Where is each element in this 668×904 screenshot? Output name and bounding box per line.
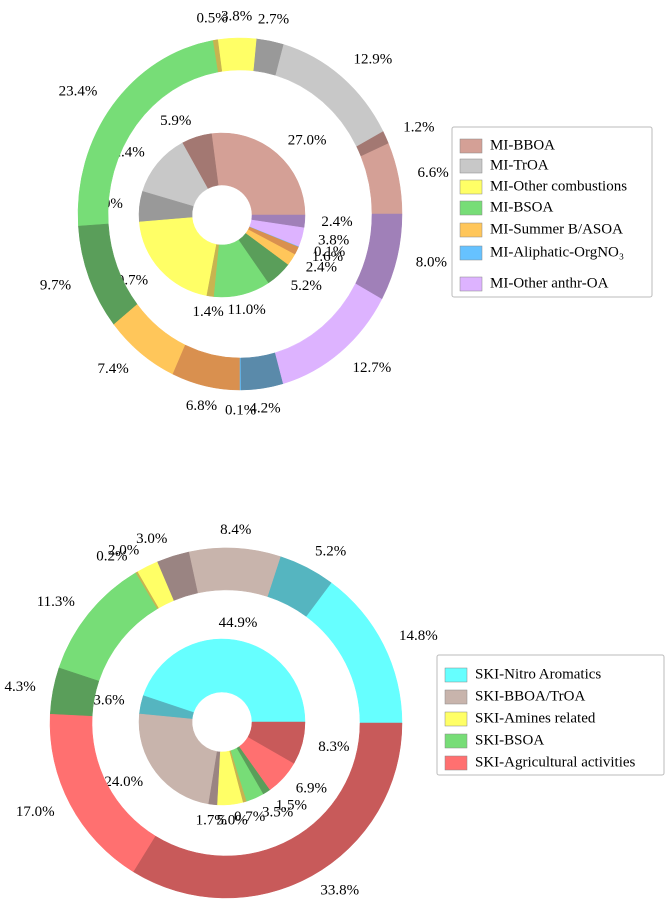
slice-label: 44.9% <box>219 615 258 631</box>
slice <box>49 713 156 873</box>
slice-label: 6.9% <box>296 780 327 796</box>
slice-label: 9.7% <box>40 277 71 293</box>
slice-label: 4.2% <box>249 401 280 417</box>
legend-label: MI-Other anthr-OA <box>490 275 609 291</box>
legend-swatch <box>459 179 483 195</box>
slice-label: 2.7% <box>258 12 289 28</box>
slice-label: 4.3% <box>4 679 35 695</box>
slice-label: 1.7% <box>196 812 227 828</box>
slice-label: 1.6% <box>312 249 343 265</box>
legend-swatch <box>459 222 483 238</box>
slice-label: 2.4% <box>306 260 337 276</box>
legend-box <box>451 126 653 298</box>
slice-label: 0.7% <box>234 809 265 825</box>
legend-label: SKI-Amines related <box>475 710 596 726</box>
legend-label: MI-Aliphatic-OrgNO₃ <box>490 244 624 260</box>
slice-label: 8.3% <box>318 739 349 755</box>
slice-label: 27.0% <box>288 133 327 149</box>
slice-label: 0.5% <box>197 11 228 27</box>
slice-label: 0.1% <box>225 403 256 419</box>
slice-label: 3.8% <box>318 233 349 249</box>
slice <box>355 213 403 300</box>
slice-label: 5.2% <box>291 278 322 294</box>
slice-label: 2.4% <box>321 214 352 230</box>
slice-label: 0.1% <box>314 244 345 260</box>
slice-label: 23.4% <box>59 84 98 100</box>
slice-label: 8.0% <box>416 254 447 270</box>
slice-label: 0.2% <box>96 549 127 565</box>
legend-label: SKI-Agricultural activities <box>475 754 636 770</box>
slice <box>251 214 306 228</box>
slice-label: 33.8% <box>320 883 359 899</box>
legend-label: MI-BBOA <box>490 137 555 153</box>
slice-label: 24.0% <box>104 774 143 790</box>
slice-label: 2.0% <box>108 542 139 558</box>
slice <box>139 217 217 296</box>
legend-swatch <box>444 689 468 705</box>
legend-label: MI-Other combustions <box>490 178 627 194</box>
legend-swatch <box>444 711 468 727</box>
legend-swatch <box>459 138 483 154</box>
slice-label: 12.7% <box>353 360 392 376</box>
legend-swatch <box>459 276 483 292</box>
slice-label: 12.9% <box>353 52 392 68</box>
slice <box>247 721 306 764</box>
slice <box>211 132 306 216</box>
slice-label: 5.2% <box>315 543 346 559</box>
slice-label: 6.8% <box>186 398 217 414</box>
legend-swatch <box>444 667 468 683</box>
slice <box>138 713 218 805</box>
slice-label: 5.0% <box>217 813 248 829</box>
slice-label: 17.0% <box>16 804 55 820</box>
legend-label: SKI-BBOA/TrOA <box>475 688 585 704</box>
slice-label: 1.5% <box>276 797 307 813</box>
legend-label: MI-Summer B/ASOA <box>490 221 623 237</box>
legend-swatch <box>459 158 483 174</box>
slice-label: 1.4% <box>192 304 223 320</box>
legend-label: SKI-BSOA <box>475 732 544 748</box>
legend-label: MI-TrOA <box>490 157 549 173</box>
slice-label: 6.6% <box>418 165 449 181</box>
slice-label: 11.3% <box>37 594 75 610</box>
slice <box>58 572 158 682</box>
slice-label: 3.8% <box>221 8 252 24</box>
legend-swatch <box>459 245 483 261</box>
slice-label: 8.4% <box>220 522 251 538</box>
slice-label: 3.5% <box>262 805 293 821</box>
slice-label: 1.2% <box>403 119 434 135</box>
slice <box>133 722 403 899</box>
legend-swatch <box>459 200 483 216</box>
legend-label: SKI-Nitro Aromatics <box>475 666 601 682</box>
slice <box>188 547 281 597</box>
slice <box>142 638 306 723</box>
legend-swatch <box>444 733 468 749</box>
slice-label: 5.9% <box>160 113 191 129</box>
slice <box>360 142 403 215</box>
slice-label: 14.8% <box>399 628 438 644</box>
slice-label: 7.4% <box>98 361 129 377</box>
legend-label: MI-BSOA <box>490 199 554 215</box>
legend-swatch <box>444 755 468 771</box>
legend-box <box>436 654 665 776</box>
slice <box>172 344 241 391</box>
slice-label: 3.6% <box>93 693 124 709</box>
slice <box>305 582 403 724</box>
slice-label: 3.0% <box>136 531 167 547</box>
slice-label: 11.0% <box>228 302 266 318</box>
slice <box>217 37 257 72</box>
